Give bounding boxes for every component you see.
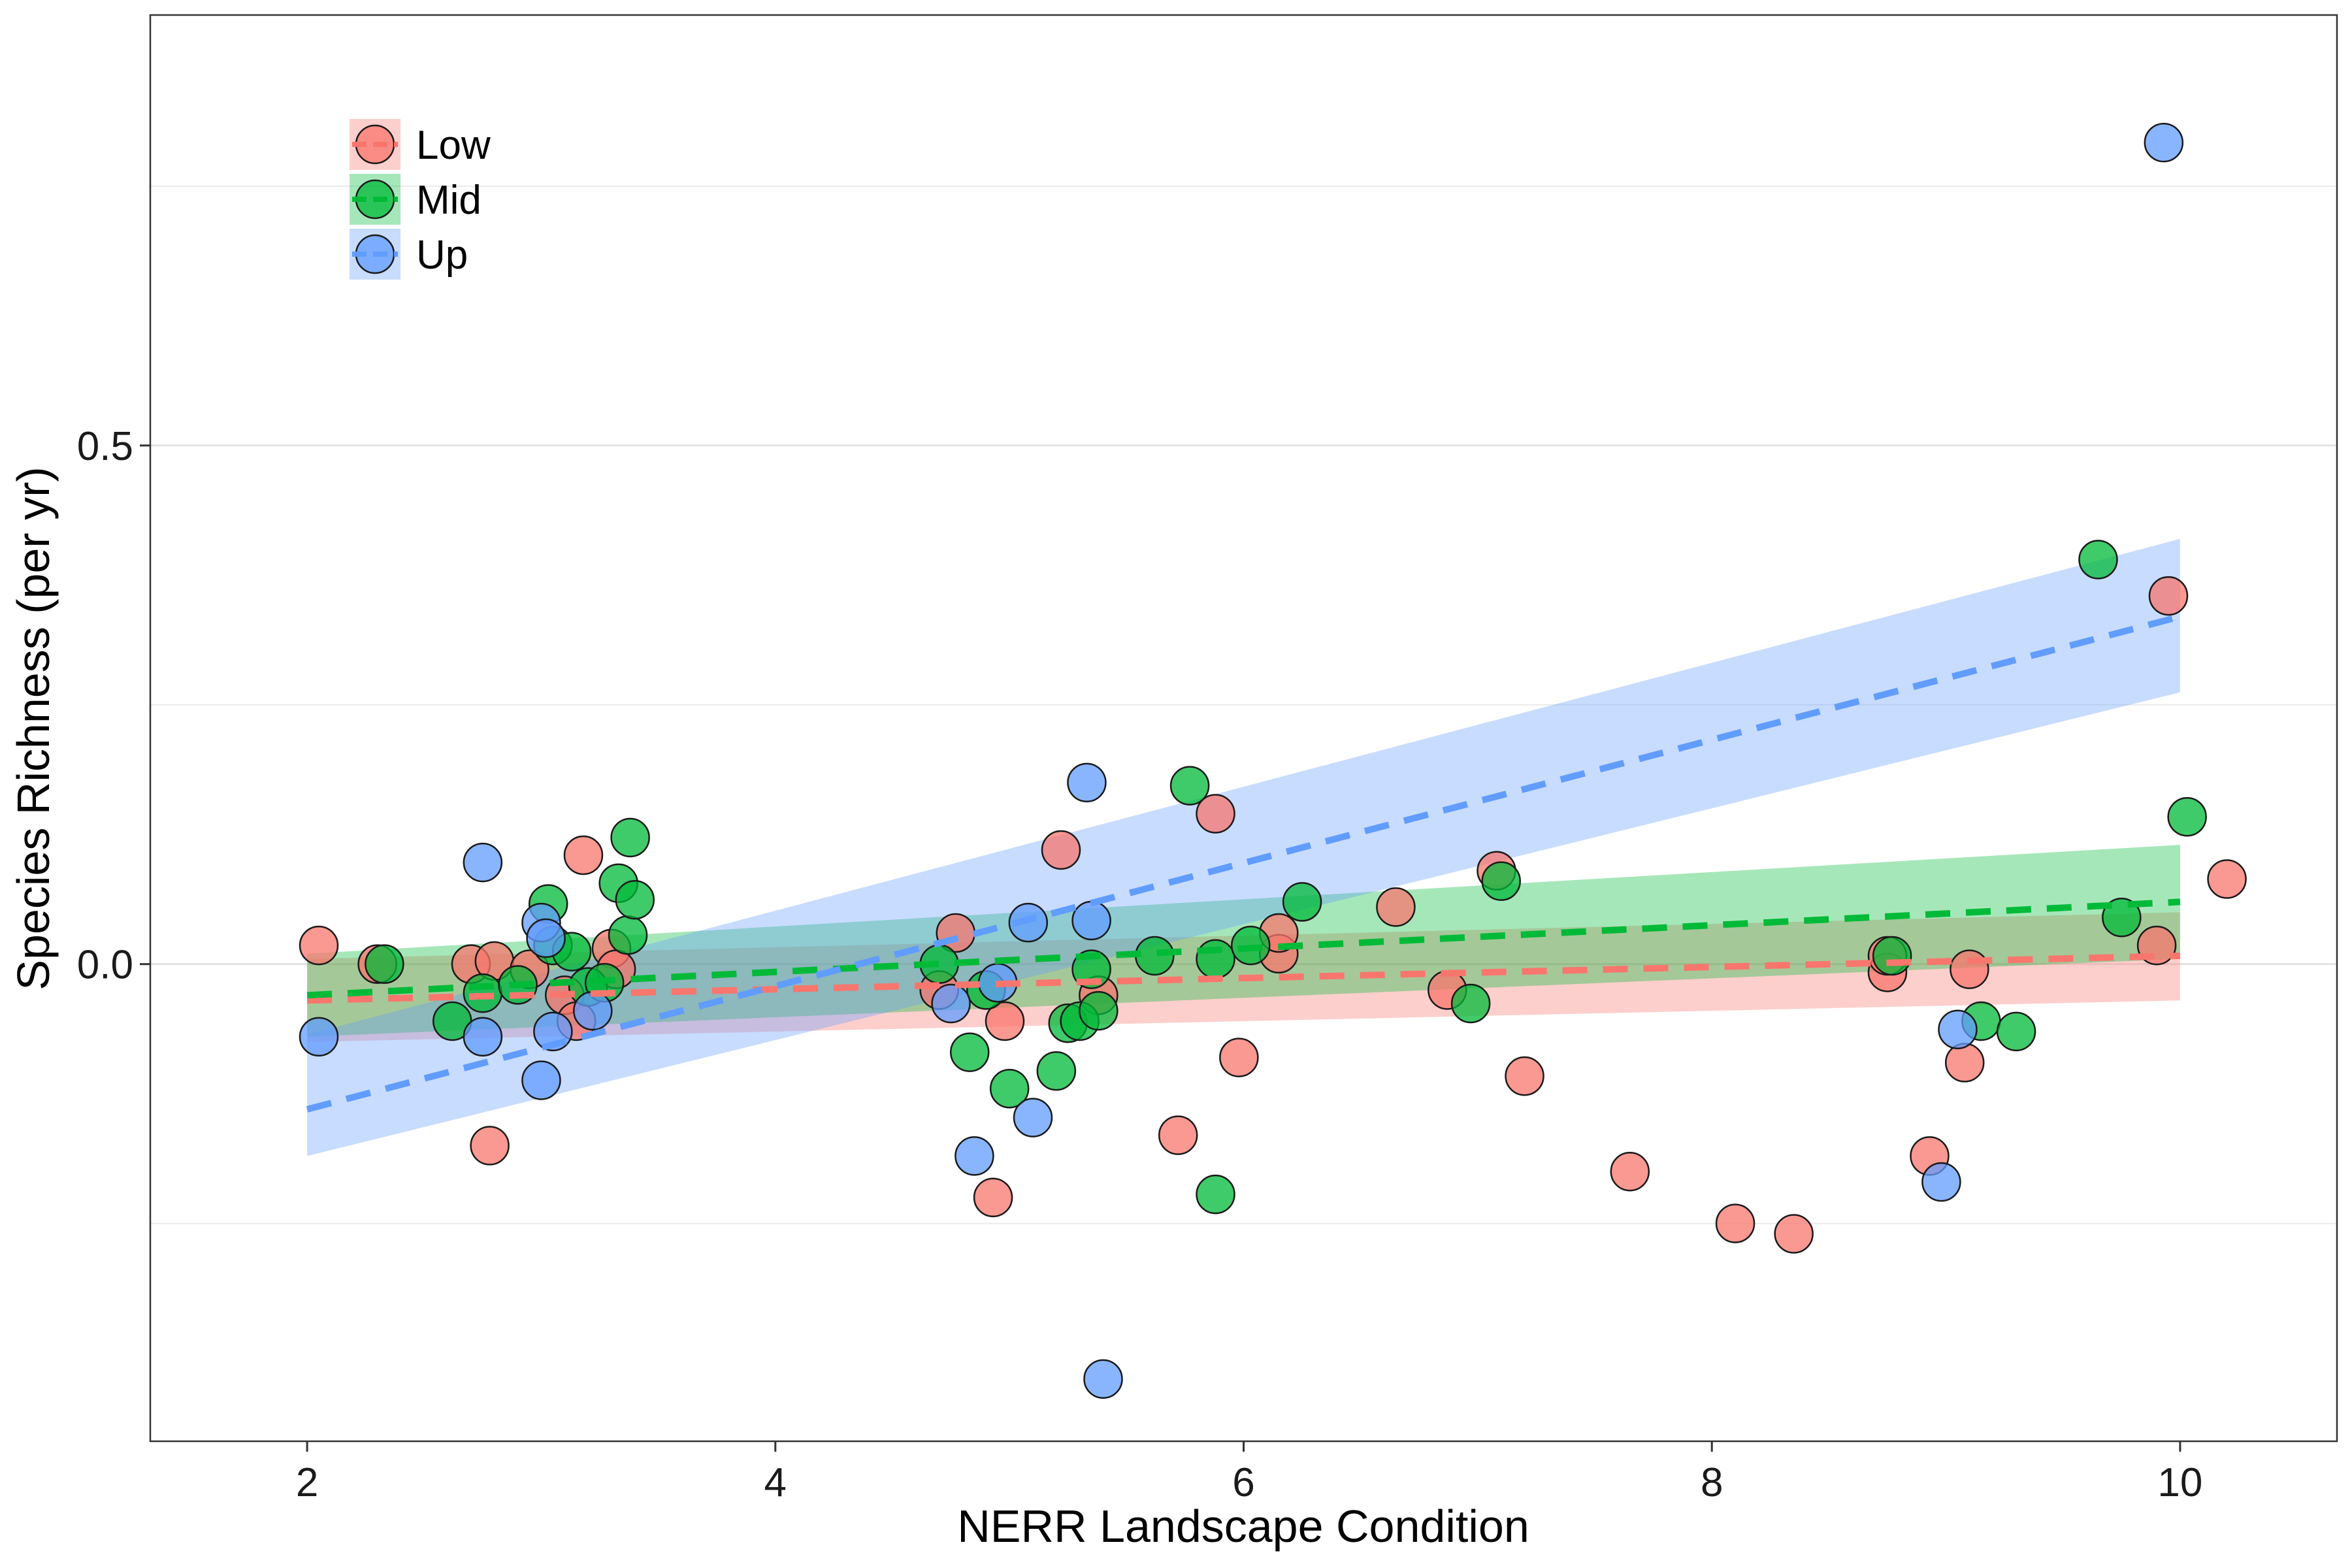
legend-label-low: Low: [416, 123, 491, 168]
y-axis-ticks: 0.0 0.5: [77, 424, 150, 988]
point-mid-23: [1169, 766, 1210, 806]
point-mid-22: [1135, 936, 1175, 976]
legend-label-up: Up: [416, 233, 468, 278]
legend-label-mid: Mid: [416, 178, 482, 223]
point-mid-30: [1872, 936, 1912, 976]
legend: Low Mid Up: [350, 119, 491, 280]
ribbon-up: [307, 538, 2180, 1156]
y-axis-title: Species Richness (per yr): [8, 466, 59, 990]
point-mid-16: [989, 1068, 1030, 1109]
point-low-35: [2148, 576, 2189, 616]
point-low-13: [973, 1177, 1013, 1218]
point-mid-27: [1282, 882, 1322, 922]
point-low-27: [1715, 1203, 1756, 1243]
point-low-26: [1610, 1151, 1650, 1192]
trend-lines: [306, 613, 2181, 1113]
point-low-25: [1505, 1056, 1544, 1096]
point-up-18: [2144, 123, 2184, 163]
plot-background: [150, 15, 2337, 1441]
x-tick-label-2: 6: [1232, 1460, 1254, 1505]
data-points: [299, 123, 2247, 1399]
x-tick-label-1: 4: [764, 1460, 787, 1505]
point-up-13: [1067, 762, 1107, 803]
point-mid-21: [1079, 990, 1119, 1031]
point-up-0: [299, 1017, 339, 1057]
point-up-5: [526, 918, 566, 958]
point-mid-25: [1196, 1174, 1235, 1215]
trend-line-mid: [306, 898, 2181, 999]
point-low-15: [1041, 830, 1081, 870]
point-up-15: [1083, 1359, 1123, 1399]
x-axis-title: NERR Landscape Condition: [957, 1501, 1529, 1552]
point-up-14: [1071, 900, 1111, 941]
point-up-12: [1013, 1098, 1053, 1137]
point-mid-0: [365, 944, 404, 984]
point-mid-32: [1996, 1011, 2036, 1052]
point-up-8: [931, 983, 971, 1024]
point-low-22: [1376, 887, 1416, 927]
point-up-3: [521, 1060, 561, 1100]
point-low-14: [985, 1001, 1025, 1041]
trend-line-low: [306, 952, 2181, 1004]
point-up-9: [955, 1136, 994, 1176]
point-up-1: [463, 842, 503, 883]
point-mid-33: [2078, 540, 2118, 580]
point-mid-35: [2167, 796, 2207, 837]
y-tick-label-1: 0.5: [77, 424, 133, 469]
x-tick-label-4: 10: [2157, 1460, 2202, 1505]
point-mid-17: [1036, 1051, 1077, 1091]
point-low-32: [1944, 1043, 1985, 1083]
point-mid-11: [610, 817, 650, 858]
point-mid-29: [1481, 861, 1521, 901]
x-tick-label-3: 8: [1701, 1460, 1723, 1505]
point-low-28: [1774, 1214, 1814, 1254]
point-up-7: [573, 990, 613, 1031]
point-up-2: [463, 1017, 503, 1057]
point-low-8: [563, 835, 604, 875]
point-up-16: [1938, 1009, 1978, 1049]
point-low-17: [1158, 1115, 1198, 1155]
point-low-33: [1950, 949, 1989, 989]
point-mid-10: [608, 915, 648, 955]
point-mid-28: [1450, 983, 1491, 1024]
x-tick-label-0: 2: [296, 1460, 318, 1505]
point-low-4: [470, 1126, 510, 1166]
point-low-19: [1219, 1037, 1259, 1077]
point-mid-14: [949, 1032, 990, 1072]
y-tick-label-0: 0.0: [77, 943, 133, 988]
point-mid-12: [615, 880, 655, 920]
point-low-18: [1196, 794, 1235, 834]
point-up-17: [1921, 1162, 1961, 1202]
point-low-0: [299, 925, 339, 966]
point-mid-24: [1196, 939, 1235, 979]
point-low-36: [2207, 859, 2247, 899]
x-axis-ticks: 2 4 6 8 10: [296, 1441, 2202, 1505]
